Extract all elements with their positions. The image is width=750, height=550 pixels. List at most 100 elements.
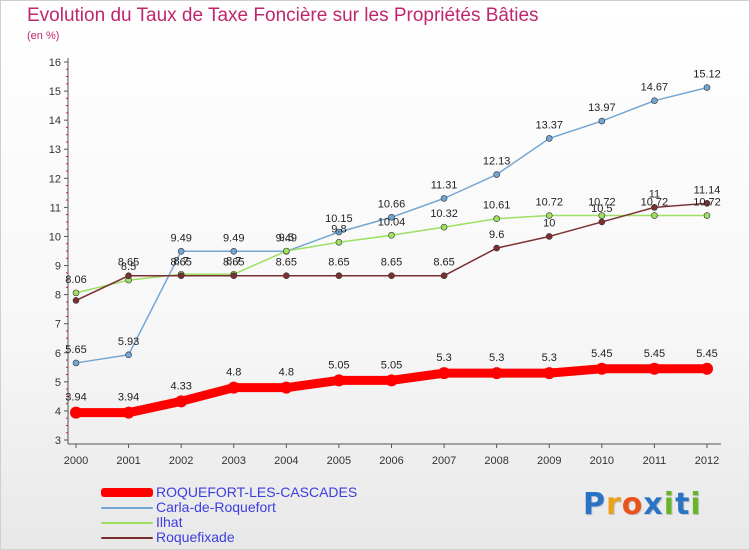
data-label: 5.3 [489, 352, 504, 364]
series-point-0 [490, 367, 503, 380]
y-tick-label: 8 [55, 290, 61, 302]
series-point-1 [545, 135, 553, 142]
x-tick-label: 2001 [116, 455, 140, 467]
series-point-1 [440, 195, 448, 202]
data-label: 3.94 [118, 392, 139, 404]
data-label: 11 [649, 188, 660, 200]
data-label: 10.66 [378, 198, 406, 210]
series-point-3 [283, 272, 290, 280]
x-tick-label: 2012 [695, 455, 719, 467]
series-point-1 [72, 359, 80, 367]
data-label: 10.61 [483, 200, 511, 212]
data-label: 9.8 [331, 223, 346, 235]
data-label: 5.05 [381, 359, 402, 371]
logo-letter: r [606, 487, 622, 522]
data-label: 8.06 [65, 274, 86, 286]
series-point-2 [651, 212, 658, 219]
series-point-0 [122, 406, 135, 419]
y-tick-label: 12 [49, 173, 61, 185]
series-point-2 [388, 231, 395, 239]
data-label: 8.65 [433, 257, 454, 269]
y-tick-label: 7 [55, 319, 61, 331]
data-label: 8.65 [170, 257, 191, 269]
series-point-2 [703, 212, 711, 219]
legend-swatch [101, 522, 153, 524]
data-label: 13.97 [588, 102, 616, 114]
series-point-0 [648, 362, 661, 375]
x-tick-label: 2003 [222, 455, 246, 467]
series-point-2 [493, 215, 500, 223]
legend-label: Roquefixade [156, 529, 235, 545]
y-tick-label: 15 [49, 86, 61, 98]
logo-letter: t [675, 487, 691, 522]
data-label: 8.65 [328, 257, 349, 269]
series-point-3 [125, 272, 132, 280]
data-label: 8.65 [118, 257, 139, 269]
series-point-0 [438, 367, 451, 380]
chart-subtitle: (en %) [27, 30, 60, 42]
series-point-0 [332, 374, 345, 387]
logo-letter: x [643, 487, 664, 522]
series-point-0 [280, 381, 293, 394]
data-label: 14.67 [641, 82, 669, 94]
data-label: 15.12 [693, 69, 721, 81]
series-point-3 [388, 272, 395, 280]
data-label: 9.49 [170, 232, 191, 244]
data-label: 9.49 [276, 232, 297, 244]
data-label: 10.72 [641, 197, 669, 209]
series-point-0 [595, 362, 608, 375]
legend-swatch [101, 507, 153, 509]
series-point-2 [598, 212, 606, 219]
legend-item: Carla-de-Roquefort [101, 500, 421, 515]
data-label: 13.37 [535, 119, 563, 131]
series-point-2 [440, 223, 448, 231]
legend-item: Ilhat [101, 515, 421, 530]
y-tick-label: 6 [55, 348, 61, 360]
series-point-0 [70, 406, 82, 419]
data-label: 10.32 [430, 208, 458, 220]
legend: ROQUEFORT-LES-CASCADES Carla-de-Roquefort… [101, 485, 421, 545]
data-label: 8.7 [174, 255, 189, 267]
data-label: 12.13 [483, 156, 511, 168]
series-point-1 [703, 84, 711, 91]
series-point-1 [125, 351, 132, 359]
x-tick-label: 2005 [327, 455, 351, 467]
data-label: 9.6 [489, 229, 504, 241]
series-point-2 [72, 289, 80, 297]
series-point-0 [543, 367, 556, 380]
data-label: 8.5 [121, 261, 136, 273]
series-point-1 [230, 247, 238, 255]
y-tick-label: 13 [49, 144, 61, 156]
series-point-3 [440, 272, 448, 280]
data-label: 5.45 [591, 348, 612, 360]
series-point-3 [72, 297, 80, 304]
series-point-1 [335, 228, 343, 236]
data-label: 10.72 [535, 197, 563, 209]
proxiti-logo: Proxiti [583, 487, 702, 522]
data-label: 8.65 [381, 257, 402, 269]
x-tick-label: 2010 [590, 455, 614, 467]
legend-swatch [101, 488, 153, 497]
y-tick-label: 4 [55, 406, 61, 418]
series-point-3 [177, 272, 185, 280]
data-label: 10.15 [325, 213, 353, 225]
data-label: 5.93 [118, 336, 139, 348]
y-tick-label: 5 [55, 377, 61, 389]
x-tick-label: 2000 [64, 455, 88, 467]
x-tick-label: 2002 [169, 455, 193, 467]
series-point-3 [230, 272, 238, 280]
series-point-3 [598, 218, 606, 226]
series-point-3 [703, 200, 711, 207]
data-label: 10.5 [591, 203, 612, 215]
series-point-0 [175, 395, 188, 408]
data-label: 10.72 [693, 197, 721, 209]
data-label: 11.14 [694, 184, 721, 196]
legend-item: Roquefixade [101, 530, 421, 545]
series-point-2 [545, 212, 553, 219]
x-tick-label: 2007 [432, 455, 456, 467]
data-label: 10 [543, 217, 555, 229]
legend-item: ROQUEFORT-LES-CASCADES [101, 485, 421, 500]
series-point-1 [598, 117, 606, 125]
series-point-1 [177, 247, 185, 255]
logo-letter: i [690, 487, 702, 522]
